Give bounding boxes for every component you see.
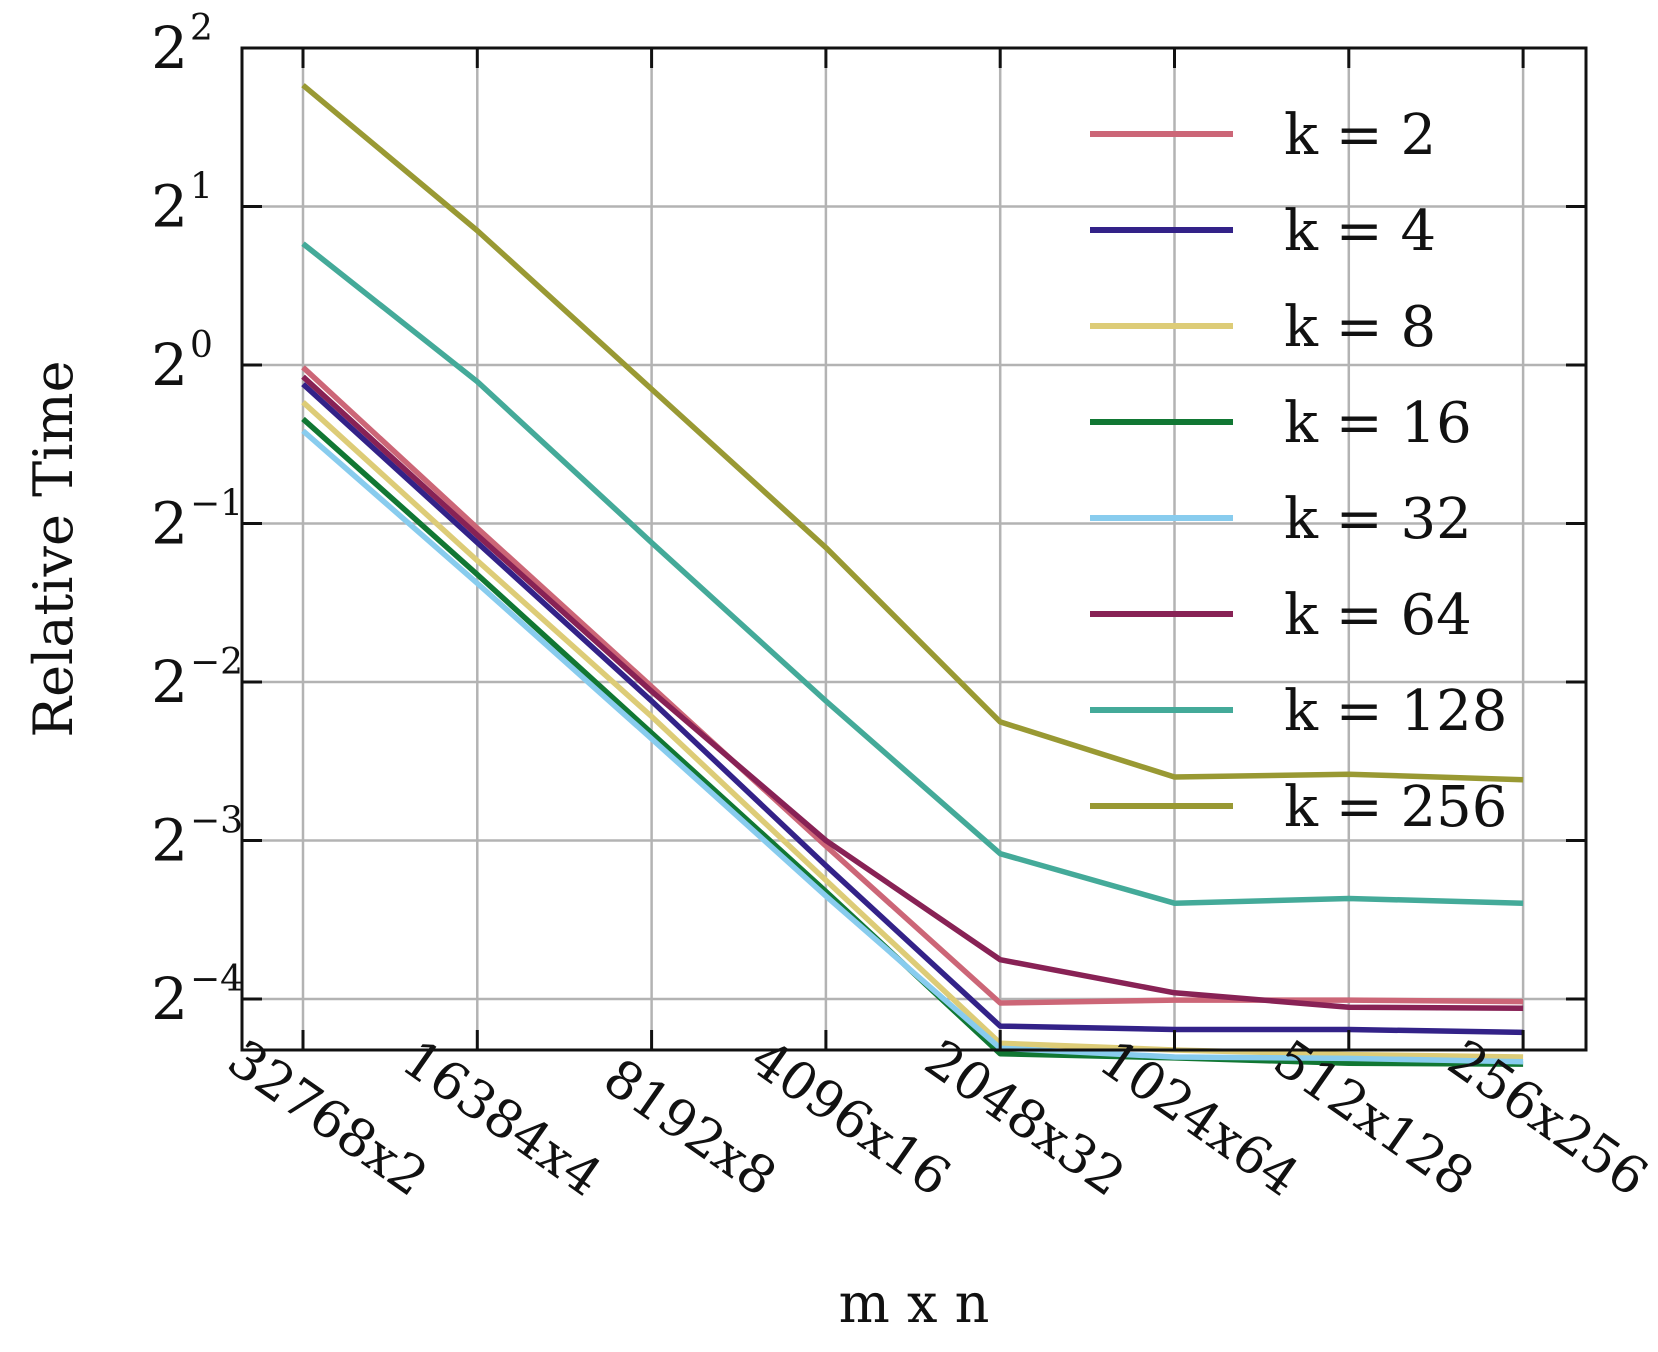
legend-label: k = 32 — [1284, 487, 1472, 552]
y-tick-exponent: −1 — [190, 483, 243, 524]
series-line-k-4 — [301, 382, 1524, 1036]
x-axis-title: m x n — [839, 1272, 990, 1335]
series-line-k-8 — [301, 400, 1524, 1060]
series-line-k-64 — [301, 374, 1524, 1012]
y-tick-exponent: 0 — [190, 325, 213, 366]
y-tick-exponent: 1 — [190, 166, 213, 207]
series-lines — [301, 83, 1524, 1067]
plot-area-frame — [240, 46, 1588, 1052]
y-tick-label: 2 — [151, 331, 188, 399]
y-tick-label: 2 — [151, 965, 188, 1033]
legend: k = 2 k = 4 k = 8 k = 16 k = 32 k = 64 k = 128… — [1090, 103, 1507, 840]
series-line-k-2 — [301, 365, 1524, 1006]
y-tick-exponent: −2 — [190, 642, 243, 683]
y-tick-label: 2 — [151, 648, 188, 716]
x-tick-label: 256x256 — [1437, 1029, 1658, 1209]
series-line-k-32 — [301, 428, 1524, 1065]
series-line-k-256 — [301, 83, 1524, 783]
x-tick-label: 16384x4 — [391, 1029, 612, 1209]
legend-label: k = 64 — [1284, 583, 1472, 648]
y-tick-exponent: −3 — [190, 800, 243, 841]
legend-label: k = 16 — [1284, 391, 1472, 456]
legend-label: k = 8 — [1284, 295, 1436, 360]
y-tick-label: 2 — [151, 489, 188, 557]
series-line-k-128 — [301, 241, 1524, 906]
x-tick-label: 4096x16 — [740, 1029, 961, 1209]
legend-label: k = 4 — [1284, 199, 1436, 264]
y-axis-title: Relative Time — [22, 360, 85, 737]
y-tick-label: 2 — [151, 14, 188, 82]
y-tick-exponent: 2 — [190, 8, 213, 49]
y-tick-label: 2 — [151, 806, 188, 874]
x-tick-label: 32768x2 — [217, 1029, 438, 1209]
y-tick-label: 2 — [151, 172, 188, 240]
legend-label: k = 256 — [1284, 775, 1507, 840]
y-tick-exponent: −4 — [190, 959, 243, 1000]
legend-label: k = 128 — [1284, 679, 1507, 744]
legend-label: k = 2 — [1284, 103, 1436, 168]
